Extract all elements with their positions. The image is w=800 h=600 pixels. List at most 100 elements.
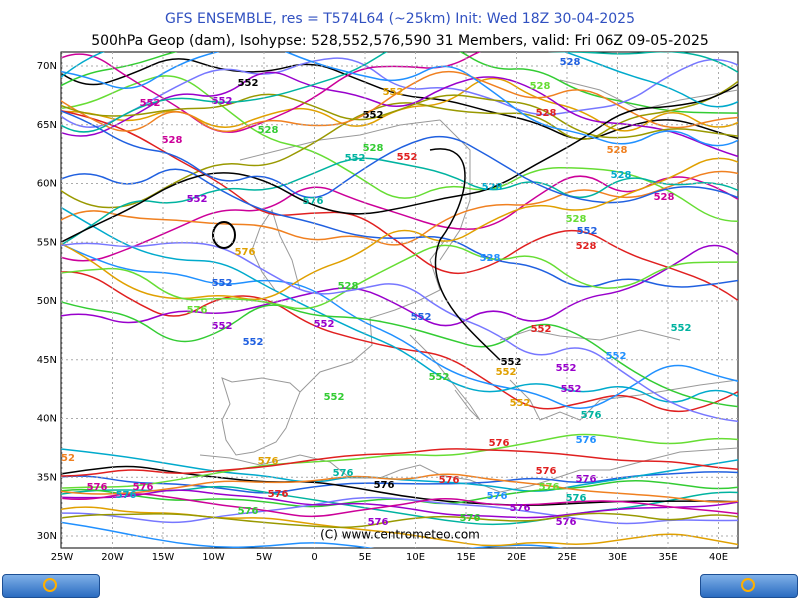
contour-label: 552 xyxy=(561,384,582,395)
contour-label: 552 xyxy=(411,312,432,323)
contour-label: 576 xyxy=(539,482,560,493)
member-line xyxy=(61,110,738,204)
contour-label: 576 xyxy=(489,438,510,449)
member-line xyxy=(61,52,738,108)
member-line xyxy=(61,479,738,508)
contour-label: 576 xyxy=(235,247,256,258)
contour-label: 576 xyxy=(303,196,324,207)
contour-label: 528 xyxy=(482,182,503,193)
contour-label: 552 xyxy=(243,337,264,348)
contour-label: 576 xyxy=(368,517,389,528)
contour-label: 576 xyxy=(116,490,137,501)
contour-label: 576 xyxy=(581,410,602,421)
contour-label: 576 xyxy=(460,513,481,524)
contour-label: 576 xyxy=(374,480,395,491)
member-line xyxy=(61,473,738,503)
contour-label: 528 xyxy=(611,170,632,181)
member-line xyxy=(61,175,738,262)
member-line xyxy=(61,506,738,547)
contour-label: 576 xyxy=(258,456,279,467)
contour-label: 576 xyxy=(566,493,587,504)
logo: centrometeo xyxy=(700,574,798,598)
member-line xyxy=(61,93,738,139)
contour-label: 528 xyxy=(480,253,501,264)
contour-label: 576 xyxy=(187,305,208,316)
contour-label: 552 xyxy=(345,153,366,164)
member-line xyxy=(61,242,738,409)
member-line xyxy=(61,77,738,132)
member-line xyxy=(61,471,738,494)
member-line xyxy=(61,448,738,477)
contour-label: 552 xyxy=(671,323,692,334)
contour-label: 528 xyxy=(560,57,581,68)
x-tick-label: 25E xyxy=(557,552,576,563)
x-tick-label: 5W xyxy=(256,552,272,563)
member-line xyxy=(61,109,738,302)
contour-label: 576 xyxy=(87,482,108,493)
contour-label: 528 xyxy=(530,81,551,92)
contour-label: 528 xyxy=(566,214,587,225)
copyright: (C) www.centrometeo.com xyxy=(320,528,480,542)
member-line xyxy=(61,83,738,244)
x-tick-label: 30E xyxy=(608,552,627,563)
contour-label: 528 xyxy=(162,135,183,146)
x-tick-label: 35E xyxy=(658,552,677,563)
member-line xyxy=(61,52,738,147)
contour-label: 552 xyxy=(324,392,345,403)
y-tick-label: 70N xyxy=(37,61,57,72)
contour-label: 552 xyxy=(212,321,233,332)
contour-label: 576 xyxy=(576,474,597,485)
member-line xyxy=(61,244,738,327)
member-line xyxy=(61,512,738,529)
contour-label: 528 xyxy=(607,145,628,156)
member-line xyxy=(61,493,738,518)
contour-label: 52 xyxy=(61,453,75,464)
y-tick-label: 30N xyxy=(37,531,57,542)
y-tick-label: 55N xyxy=(37,237,57,248)
contour-label: 552 xyxy=(314,319,335,330)
member-line xyxy=(61,157,738,301)
member-line xyxy=(61,521,564,548)
member-line xyxy=(61,496,738,525)
contour-label: 576 xyxy=(238,506,259,517)
contour-label: 528 xyxy=(654,192,675,203)
contour-label: 552 xyxy=(397,152,418,163)
contour-label: 552 xyxy=(577,226,598,237)
y-tick-label: 65N xyxy=(37,120,57,131)
x-tick-label: 0 xyxy=(311,552,317,563)
contour-label: 552 xyxy=(510,398,531,409)
contour-label: 576 xyxy=(268,489,289,500)
contour-label: 552 xyxy=(531,324,552,335)
member-line xyxy=(61,71,738,158)
x-tick-label: 15W xyxy=(152,552,175,563)
x-tick-label: 5E xyxy=(359,552,372,563)
contour-label: 552 xyxy=(212,96,233,107)
contour-label: 576 xyxy=(487,491,508,502)
member-line xyxy=(61,52,738,114)
member-line xyxy=(429,148,501,361)
contour-label: 552 xyxy=(496,367,517,378)
x-tick-label: 10W xyxy=(202,552,225,563)
member-line xyxy=(61,489,738,519)
contour-label: 552 xyxy=(140,98,161,109)
member-line xyxy=(61,170,738,246)
x-tick-label: 40E xyxy=(709,552,728,563)
x-tick-label: 15E xyxy=(456,552,475,563)
subtitle-line: 500hPa Geop (dam), Isohypse: 528,552,576… xyxy=(91,33,709,49)
y-tick-label: 35N xyxy=(37,472,57,483)
contour-label: 576 xyxy=(536,466,557,477)
member-line xyxy=(61,242,738,423)
contour-label: 576 xyxy=(133,482,154,493)
member-line xyxy=(61,433,738,489)
member-line xyxy=(61,206,738,403)
contour-label: 552 xyxy=(383,87,404,98)
contour-label: 528 xyxy=(338,281,359,292)
member-line xyxy=(61,75,738,223)
member-line xyxy=(61,52,738,133)
y-tick-label: 60N xyxy=(37,179,57,190)
contour-label: 576 xyxy=(510,503,531,514)
contour-label: 552 xyxy=(429,372,450,383)
contour-label: 552 xyxy=(212,278,233,289)
logo: centrometeo xyxy=(2,574,100,598)
contour-label: 528 xyxy=(363,143,384,154)
